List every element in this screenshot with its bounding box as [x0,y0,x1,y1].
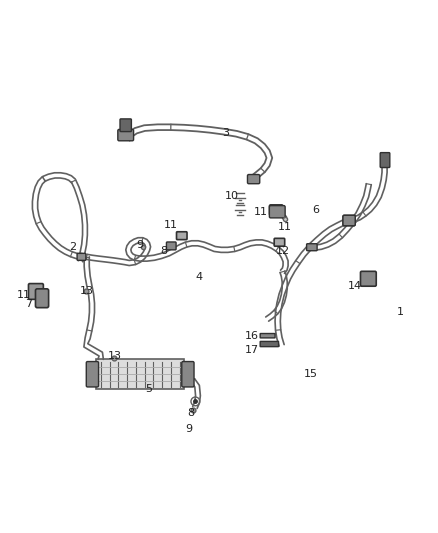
FancyBboxPatch shape [166,242,176,250]
Text: 11: 11 [164,220,178,230]
FancyBboxPatch shape [86,361,99,387]
Text: 4: 4 [196,272,203,282]
Text: 5: 5 [145,384,152,394]
Text: 8: 8 [161,246,168,256]
FancyBboxPatch shape [177,232,187,240]
FancyBboxPatch shape [269,206,285,218]
FancyBboxPatch shape [260,334,275,338]
Text: 1: 1 [397,308,404,318]
Text: 3: 3 [222,128,229,138]
FancyBboxPatch shape [260,342,279,346]
FancyBboxPatch shape [274,238,285,246]
Text: 11: 11 [278,222,292,232]
Text: 13: 13 [80,286,94,296]
FancyBboxPatch shape [35,289,49,308]
Text: 9: 9 [185,424,192,433]
FancyBboxPatch shape [380,152,390,167]
Text: 15: 15 [304,369,318,379]
Text: 7: 7 [25,298,32,309]
Text: 6: 6 [312,205,319,215]
FancyBboxPatch shape [120,119,131,132]
Text: 12: 12 [276,246,290,256]
Text: 9: 9 [137,240,144,251]
FancyBboxPatch shape [247,174,260,184]
Text: 2: 2 [69,242,76,252]
FancyBboxPatch shape [343,215,355,226]
Text: 14: 14 [348,281,362,291]
Text: 17: 17 [245,345,259,355]
FancyBboxPatch shape [269,205,283,215]
Bar [96,359,184,389]
Text: 11: 11 [17,290,31,300]
FancyBboxPatch shape [28,284,43,300]
FancyBboxPatch shape [182,361,194,387]
FancyBboxPatch shape [118,130,134,141]
Text: 10: 10 [225,191,239,201]
FancyBboxPatch shape [343,215,355,226]
FancyBboxPatch shape [360,271,376,286]
Text: 16: 16 [245,330,259,341]
Text: 11: 11 [254,207,268,217]
FancyBboxPatch shape [77,253,86,260]
Text: 8: 8 [187,408,194,418]
Text: 13: 13 [108,351,122,361]
FancyBboxPatch shape [307,244,317,251]
